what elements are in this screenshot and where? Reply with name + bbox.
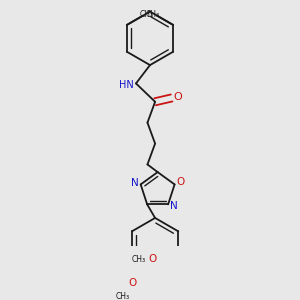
- Text: N: N: [170, 201, 178, 211]
- Text: CH₃: CH₃: [116, 292, 130, 300]
- Text: N: N: [131, 178, 139, 188]
- Text: O: O: [148, 254, 157, 264]
- Text: HN: HN: [119, 80, 134, 90]
- Text: CH₃: CH₃: [131, 255, 146, 264]
- Text: O: O: [173, 92, 182, 102]
- Text: O: O: [128, 278, 136, 288]
- Text: CH₃: CH₃: [146, 10, 160, 19]
- Text: CH₃: CH₃: [140, 10, 154, 19]
- Text: O: O: [176, 177, 184, 187]
